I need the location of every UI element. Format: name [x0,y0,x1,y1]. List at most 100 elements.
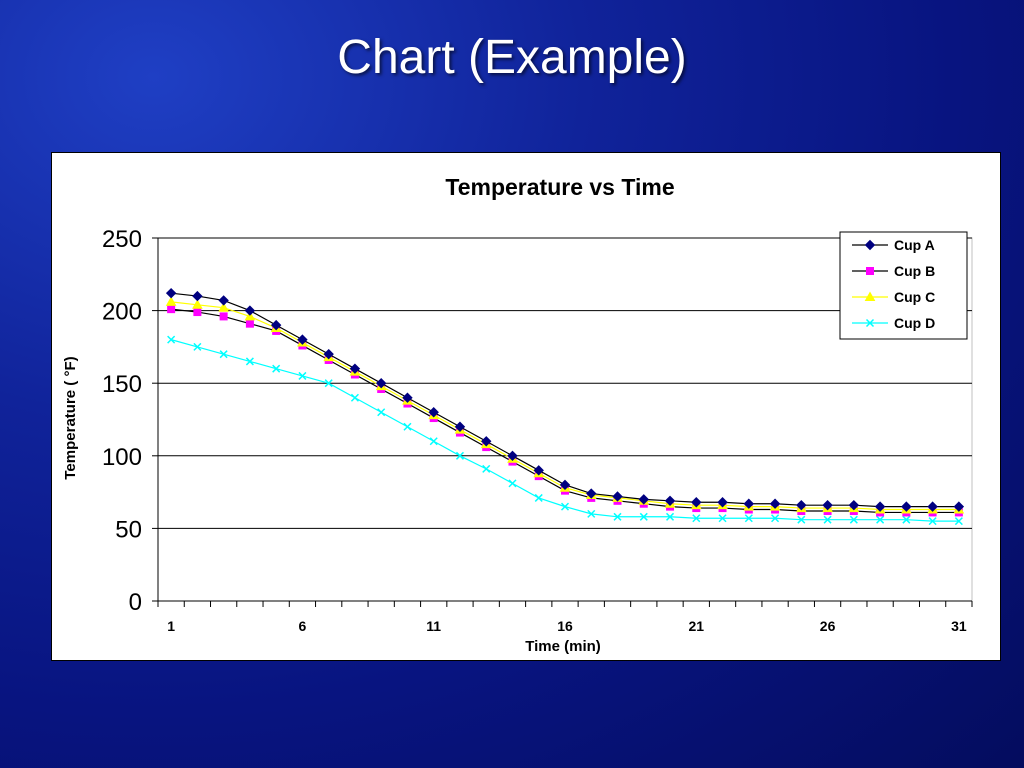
slide-title: Chart (Example) [337,31,687,84]
data-point [849,515,858,524]
data-point [429,437,438,446]
x-tick-label: 31 [951,618,967,634]
data-point [402,392,413,403]
data-point [744,514,753,523]
legend-label: Cup D [894,315,935,331]
data-point [219,312,228,321]
data-point [165,287,177,299]
data-point [218,302,230,312]
data-point [349,363,361,374]
x-tick-label: 26 [820,618,836,634]
data-point [954,517,963,526]
legend: Cup A Cup B Cup C Cup D [839,231,968,340]
data-point [664,495,676,507]
legend-marker [866,267,874,275]
series-cup-a [165,287,965,512]
data-point [534,493,543,502]
data-point [533,465,544,476]
data-point [901,501,912,512]
data-point [272,364,281,373]
data-point [587,509,596,518]
data-point [482,464,491,473]
data-point [193,342,202,351]
legend-item: Cup A [852,237,935,253]
data-point [613,512,622,521]
data-point [876,515,885,524]
data-point [692,514,701,523]
data-point [769,498,781,509]
data-point [323,348,334,360]
data-point [350,393,359,402]
legend-item: Cup B [852,263,935,279]
data-point [403,422,412,431]
legend-item: Cup C [852,289,935,305]
data-point [902,515,911,524]
data-point [666,512,675,521]
chart-frame: Temperature vs Time 0 50 100 150 200 250 1 6 11 1… [51,152,1001,661]
data-point [245,357,254,366]
data-point [953,501,965,512]
legend-label: Cup C [894,289,935,305]
y-tick-label: 0 [129,589,142,616]
legend-marker [865,318,875,328]
data-point [455,451,464,460]
data-point [927,501,938,512]
data-point [823,515,832,524]
x-tick-label: 16 [557,618,573,634]
data-point [377,408,386,417]
data-point [771,514,780,523]
legend-marker [864,239,876,251]
data-point [560,502,570,511]
legend-label: Cup B [894,263,935,279]
data-point [586,488,597,499]
data-point [743,498,755,509]
data-point [874,501,886,512]
y-tick-label: 150 [102,371,142,398]
data-point [638,494,649,505]
data-point [928,517,937,526]
data-point [559,479,571,491]
data-point [297,334,308,345]
x-tick-label: 6 [299,618,307,634]
x-axis-label: Time (min) [525,638,601,655]
data-point [796,499,807,511]
series-cup-d [167,335,963,526]
data-point [270,319,282,331]
x-tick-label: 21 [689,618,705,634]
data-point [218,295,229,306]
data-point [244,310,256,321]
data-point [428,407,439,418]
data-point [298,371,307,380]
data-point [454,421,466,432]
data-point [718,514,727,523]
data-point [612,491,623,502]
x-tick-label: 1 [167,618,175,634]
data-point [324,379,333,388]
data-point [639,512,648,521]
data-point [822,499,833,511]
y-axis-label: Temperature ( °F) [62,356,79,479]
legend-box [839,231,968,340]
data-point [797,515,806,524]
data-point [848,499,860,511]
y-tick-label: 250 [102,226,142,253]
data-point [717,497,728,508]
data-point [192,299,203,309]
y-tick-label: 50 [115,516,142,543]
data-point [244,305,256,316]
legend-item: Cup D [852,315,935,331]
y-tick-label: 200 [102,299,142,326]
data-point [165,296,177,306]
data-point [245,319,254,328]
chart-title: Temperature vs Time [445,174,674,200]
series-layer [165,287,965,526]
legend-marker [864,291,876,301]
legend-label: Cup A [894,237,935,253]
data-point [691,497,702,508]
data-point [507,450,518,462]
data-point [167,335,176,344]
y-tick-label: 100 [102,444,142,471]
data-point [167,305,176,314]
